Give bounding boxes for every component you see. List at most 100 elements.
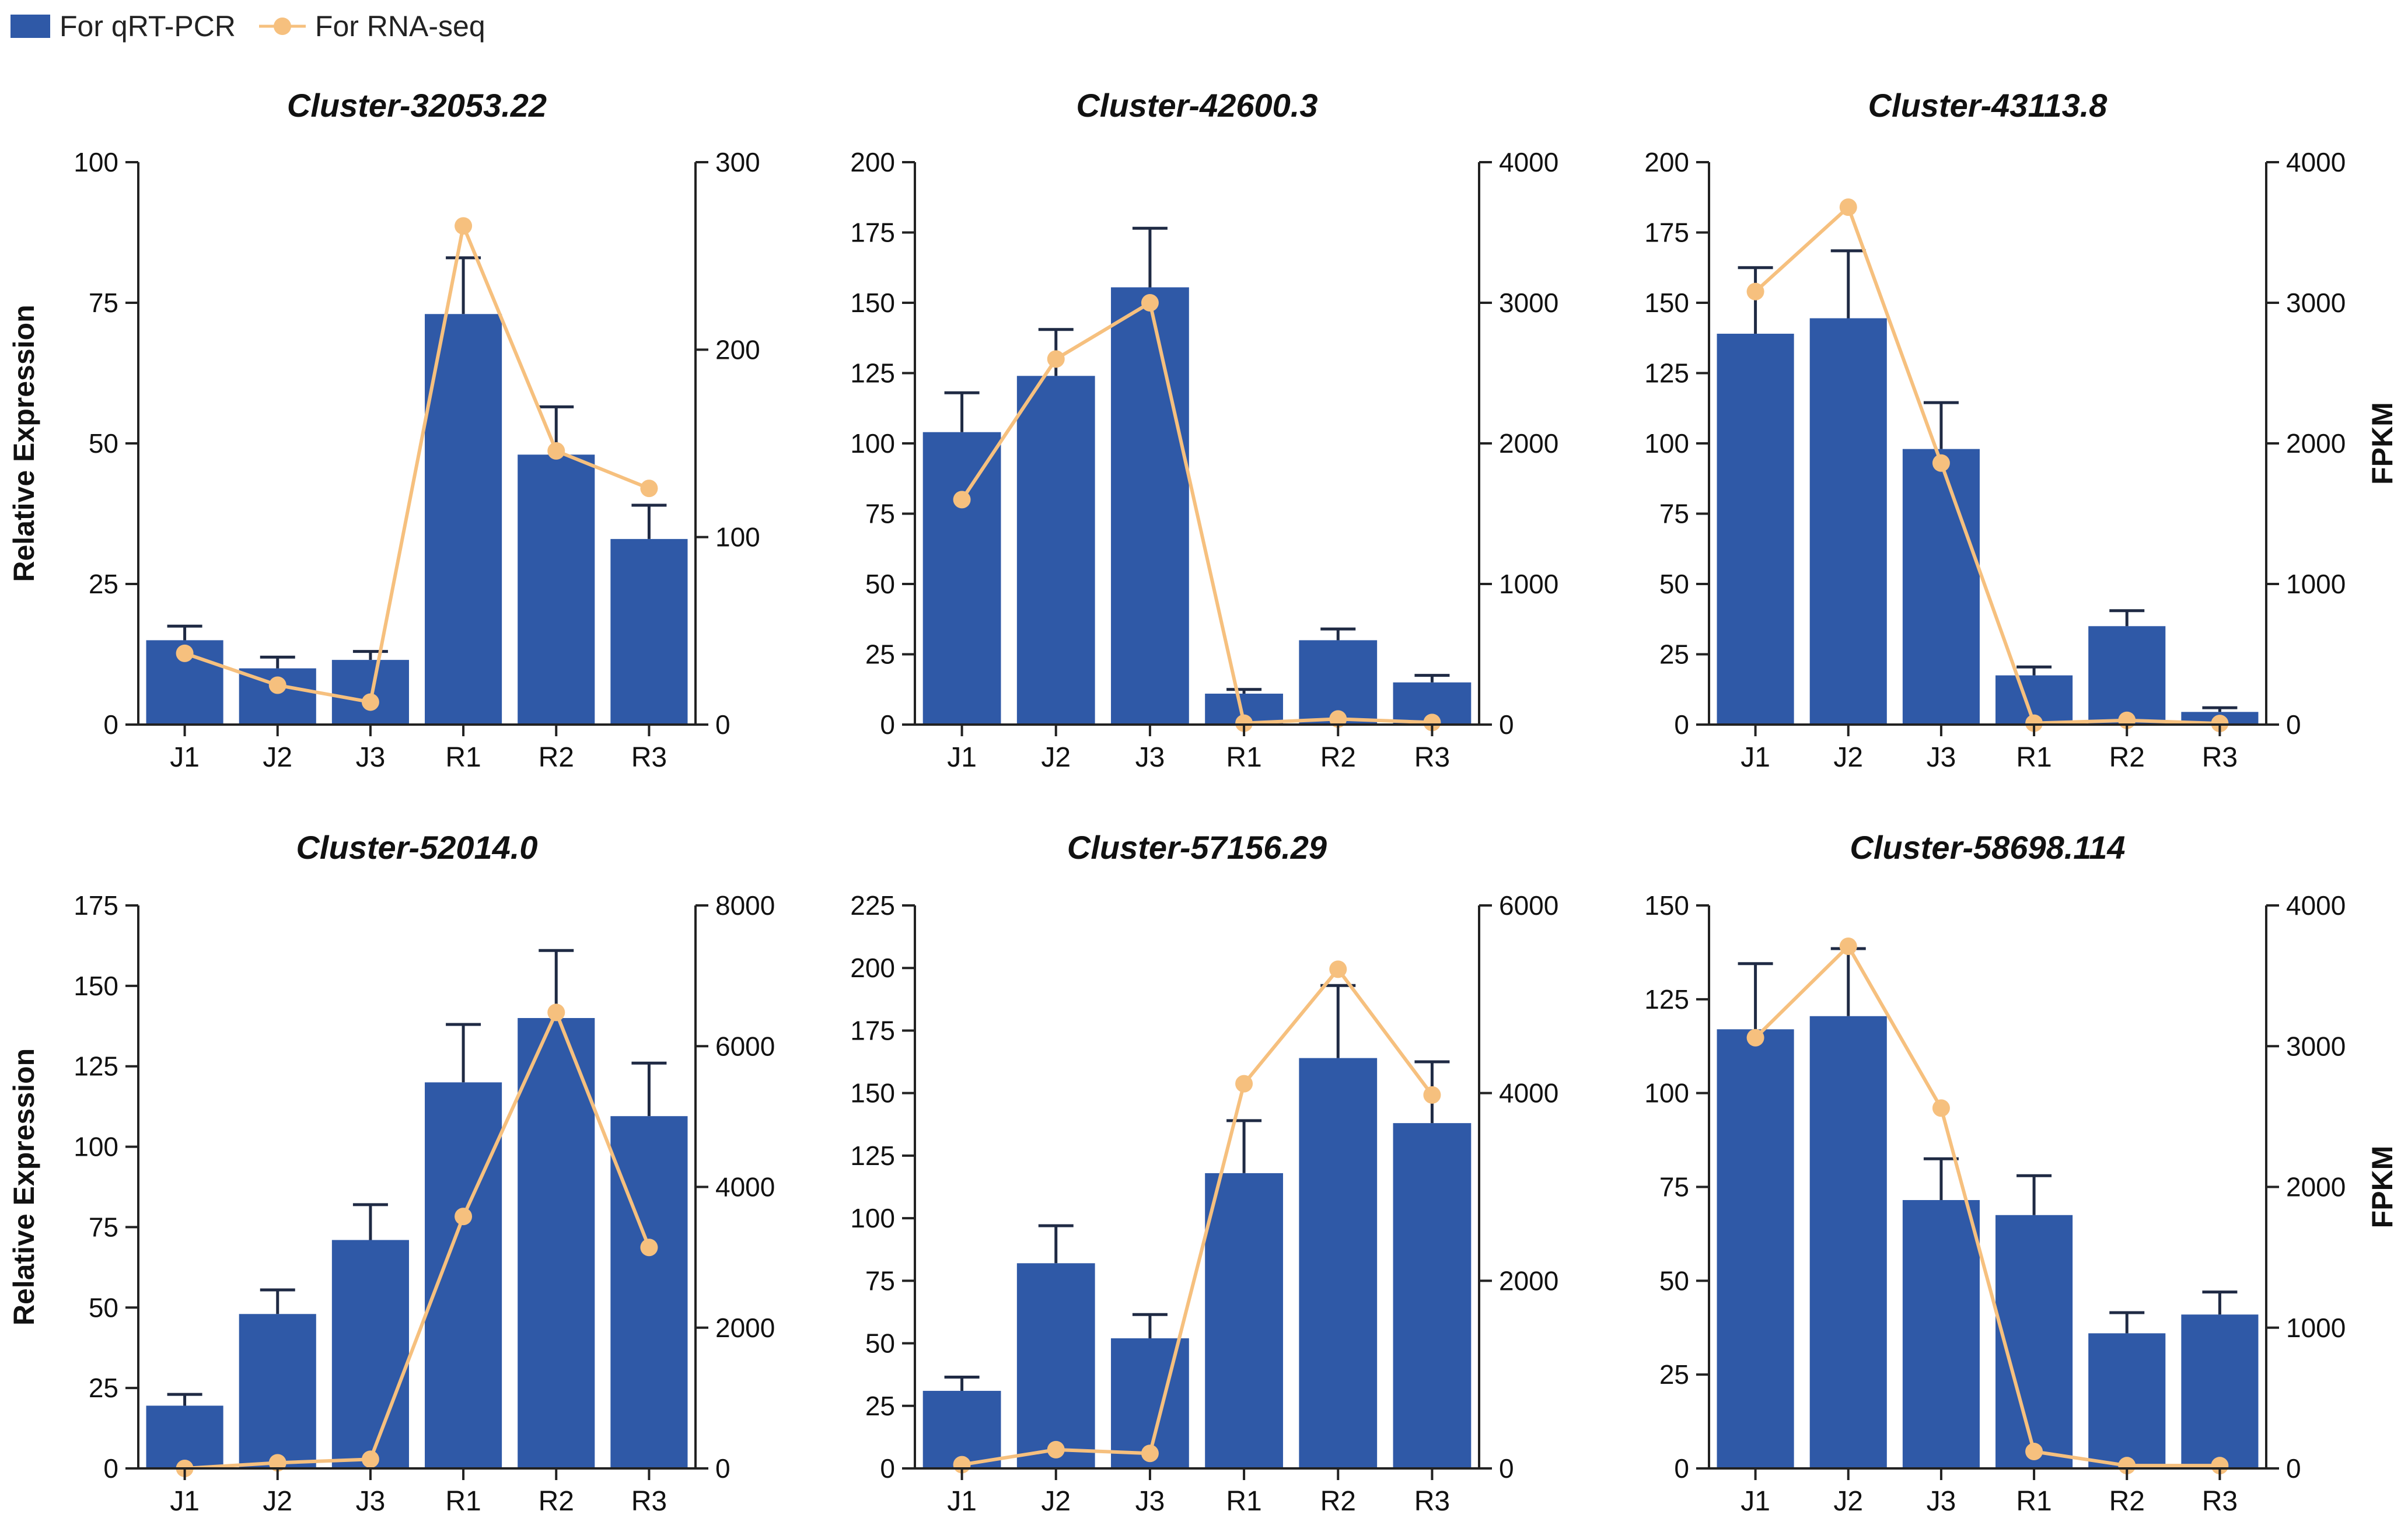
x-tick-label: J1 <box>947 1486 977 1517</box>
left-tick-label: 200 <box>850 147 895 177</box>
left-tick-label: 100 <box>74 147 118 177</box>
bar-j1 <box>922 432 1001 725</box>
chart-title: Cluster-42600.3 <box>1076 87 1317 124</box>
x-tick-label: R1 <box>1226 742 1261 773</box>
left-tick-label: 125 <box>850 358 895 389</box>
rnaseq-point-r3 <box>1423 1086 1441 1104</box>
right-tick-label: 3000 <box>1499 288 1558 318</box>
x-tick-label: R1 <box>445 1486 481 1517</box>
right-tick-label: 6000 <box>715 1031 775 1061</box>
bar-r3 <box>610 538 688 725</box>
left-tick-label: 200 <box>1644 147 1689 177</box>
right-tick-label: 8000 <box>715 890 775 921</box>
rnaseq-line <box>184 1008 651 1470</box>
left-tick-label: 50 <box>1659 1265 1689 1296</box>
right-tick-label: 3000 <box>2286 288 2346 318</box>
left-tick-label: 50 <box>89 428 118 459</box>
x-tick-label: J1 <box>170 742 200 773</box>
left-tick-label: 75 <box>865 499 895 529</box>
x-tick-label: J3 <box>1135 1486 1165 1517</box>
right-tick-label: 2000 <box>1499 1265 1558 1296</box>
x-tick-label: R3 <box>2202 1486 2238 1517</box>
x-tick-label: J2 <box>1041 1486 1071 1517</box>
chart-title: Cluster-32053.22 <box>287 87 547 124</box>
bar-r1 <box>1995 1215 2073 1468</box>
right-tick-label: 2000 <box>2286 428 2346 459</box>
left-tick-label: 0 <box>880 709 895 740</box>
right-tick-label: 200 <box>715 334 760 365</box>
legend-bar-swatch <box>11 15 50 38</box>
x-tick-label: R1 <box>2016 742 2051 773</box>
bar-r3 <box>610 1116 688 1468</box>
left-tick-label: 150 <box>74 971 118 1001</box>
right-tick-label: 2000 <box>715 1313 775 1343</box>
legend-item-rnaseq: For RNA-seq <box>258 9 485 43</box>
bar-r2 <box>518 1018 595 1468</box>
x-tick-label: R3 <box>1414 1486 1450 1517</box>
x-tick-label: J3 <box>356 742 386 773</box>
legend-line-swatch <box>258 18 306 35</box>
left-tick-label: 25 <box>865 1391 895 1421</box>
left-tick-label: 25 <box>89 569 118 599</box>
left-tick-label: 0 <box>103 1453 118 1484</box>
bar-r3 <box>1393 1123 1472 1468</box>
rnaseq-point-j1 <box>953 491 971 509</box>
rnaseq-line <box>1754 204 2220 726</box>
left-tick-label: 175 <box>1644 218 1689 248</box>
left-tick-label: 150 <box>850 1078 895 1108</box>
rnaseq-point-j2 <box>1839 937 1857 955</box>
right-tick-label: 0 <box>715 709 731 740</box>
left-tick-label: 175 <box>74 890 118 921</box>
x-tick-label: R3 <box>1414 742 1450 773</box>
chart-title: Cluster-58698.114 <box>1850 829 2125 866</box>
x-tick-label: J1 <box>1741 1486 1770 1517</box>
rnaseq-point-r2 <box>1329 710 1347 728</box>
rnaseq-point-r3 <box>640 480 658 498</box>
chart-panel-6: Cluster-58698.114 0 25 50 75 100 125 150 0 1000 20… <box>1644 829 2399 1517</box>
rnaseq-point-j2 <box>1047 350 1065 368</box>
left-tick-label: 175 <box>850 1015 895 1045</box>
y-axis-title: Relative Expression <box>8 305 40 582</box>
rnaseq-point-r1 <box>455 1208 473 1226</box>
left-tick-label: 100 <box>850 1203 895 1233</box>
bar-j2 <box>1809 318 1887 725</box>
bar-j3 <box>1902 1200 1980 1468</box>
x-tick-label: R2 <box>1320 742 1356 773</box>
left-tick-label: 25 <box>1659 1359 1689 1390</box>
right-tick-label: 4000 <box>2286 147 2346 177</box>
left-tick-label: 0 <box>1674 1453 1689 1484</box>
chart-panel-3: Cluster-43113.80255075100125150175200010… <box>1644 87 2399 773</box>
rnaseq-line <box>960 300 1432 725</box>
right-tick-label: 0 <box>2286 709 2301 740</box>
rnaseq-point-j1 <box>176 644 194 662</box>
left-tick-label: 50 <box>1659 569 1689 599</box>
bar-j3 <box>1902 449 1980 725</box>
bar-r2 <box>518 454 595 725</box>
right-tick-label: 1000 <box>1499 569 1558 599</box>
left-tick-label: 100 <box>1644 1078 1689 1108</box>
left-tick-label: 125 <box>1644 984 1689 1015</box>
rnaseq-point-r2 <box>547 1003 565 1022</box>
chart-title: Cluster-52014.0 <box>296 829 537 866</box>
right-tick-label: 1000 <box>2286 1313 2346 1343</box>
left-tick-label: 75 <box>1659 499 1689 529</box>
rnaseq-point-r1 <box>1235 714 1253 732</box>
left-tick-label: 100 <box>74 1132 118 1162</box>
rnaseq-point-j1 <box>1746 1029 1764 1047</box>
chart-panel-2: Cluster-42600.30255075100125150175200010… <box>850 87 1558 773</box>
left-tick-label: 200 <box>850 953 895 983</box>
x-tick-label: R2 <box>539 742 574 773</box>
bar-j1 <box>1717 1029 1794 1468</box>
rnaseq-point-j3 <box>361 693 379 711</box>
y2-axis-title: FPKM <box>2366 1146 2399 1229</box>
chart-panel-4: Cluster-52014.0 0 25 50 75 100 125 150 175 0 2000 4… <box>8 829 775 1517</box>
rnaseq-point-r3 <box>640 1239 658 1257</box>
legend-label-rnaseq: For RNA-seq <box>314 10 485 43</box>
bar-j2 <box>1016 1263 1095 1468</box>
left-tick-label: 125 <box>74 1051 118 1082</box>
chart-title: Cluster-43113.8 <box>1868 87 2108 124</box>
x-tick-label: R2 <box>1320 1486 1356 1517</box>
x-tick-label: R1 <box>1226 1486 1261 1517</box>
chart-panel-5: Cluster-57156.29 0 25 50 75 100 125 150 175 200 22… <box>850 829 1558 1517</box>
